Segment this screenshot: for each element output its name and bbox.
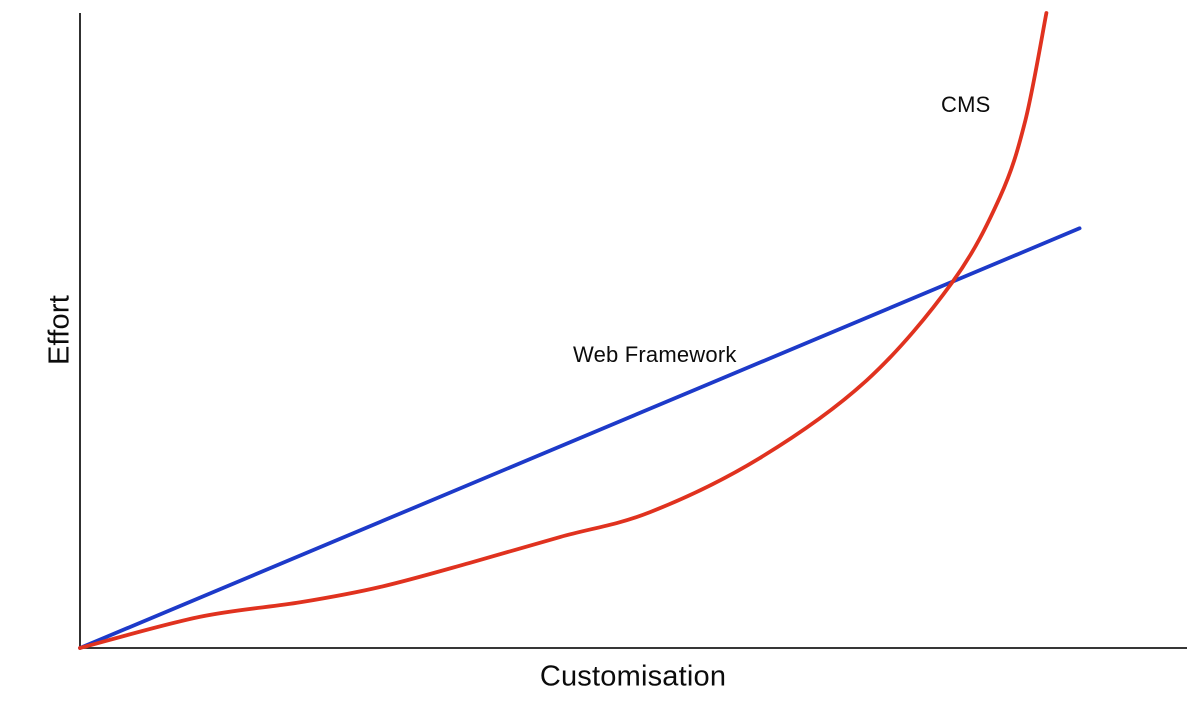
web-framework-line	[78, 226, 1082, 650]
web-framework-series-label: Web Framework	[573, 342, 737, 367]
cms-curve	[78, 11, 1049, 650]
y-axis-label: Effort	[43, 295, 76, 365]
x-axis-label: Customisation	[539, 660, 727, 693]
cms-series-label: CMS	[941, 92, 991, 117]
